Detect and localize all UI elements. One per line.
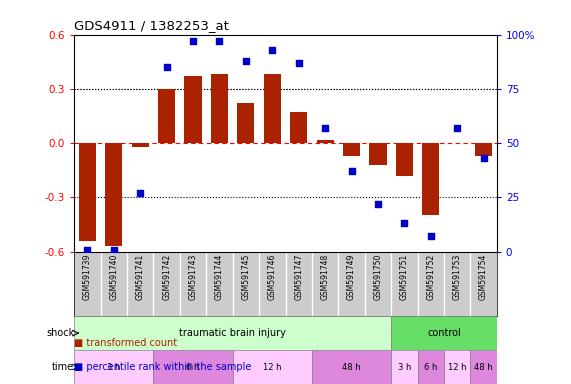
Text: ■ percentile rank within the sample: ■ percentile rank within the sample: [74, 362, 252, 372]
Bar: [316, 139, 333, 143]
Bar: [422, 143, 439, 215]
Bar: [369, 143, 387, 165]
Text: GSM591739: GSM591739: [83, 253, 92, 300]
Text: GSM591744: GSM591744: [215, 253, 224, 300]
Text: GSM591753: GSM591753: [453, 253, 462, 300]
Bar: [158, 89, 175, 143]
Point: [136, 190, 145, 196]
Point: [83, 247, 92, 253]
Bar: [184, 76, 202, 143]
Bar: [290, 113, 307, 143]
Bar: [132, 143, 149, 147]
Bar: [264, 74, 281, 143]
Point: [479, 155, 488, 161]
Bar: [471, 350, 497, 384]
Bar: [79, 143, 96, 241]
Text: 12 h: 12 h: [263, 362, 282, 372]
Bar: [238, 103, 255, 143]
Bar: [105, 143, 122, 246]
Text: 3 h: 3 h: [397, 362, 411, 372]
Text: control: control: [427, 328, 461, 338]
Bar: [74, 350, 154, 384]
Text: GSM591740: GSM591740: [109, 253, 118, 300]
Point: [162, 64, 171, 70]
Bar: [396, 143, 413, 176]
Text: GSM591752: GSM591752: [426, 253, 435, 300]
Text: GSM591750: GSM591750: [373, 253, 383, 300]
Bar: [444, 350, 471, 384]
Text: 3 h: 3 h: [107, 362, 120, 372]
Point: [400, 220, 409, 227]
Point: [347, 168, 356, 174]
Bar: [391, 350, 417, 384]
Bar: [417, 350, 444, 384]
Text: 48 h: 48 h: [475, 362, 493, 372]
Text: 6 h: 6 h: [186, 362, 200, 372]
Bar: [343, 143, 360, 156]
Point: [215, 38, 224, 44]
Text: shock: shock: [46, 328, 74, 338]
Point: [426, 233, 435, 240]
Bar: [391, 316, 497, 350]
Bar: [154, 350, 233, 384]
Text: GDS4911 / 1382253_at: GDS4911 / 1382253_at: [74, 19, 229, 32]
Bar: [211, 74, 228, 143]
Bar: [312, 350, 391, 384]
Text: 12 h: 12 h: [448, 362, 467, 372]
Text: GSM591741: GSM591741: [136, 253, 145, 300]
Text: GSM591745: GSM591745: [242, 253, 251, 300]
Point: [373, 201, 383, 207]
Bar: [74, 316, 391, 350]
Point: [294, 60, 303, 66]
Point: [268, 47, 277, 53]
Text: time: time: [52, 362, 74, 372]
Point: [320, 125, 329, 131]
Point: [242, 58, 251, 64]
Text: GSM591743: GSM591743: [188, 253, 198, 300]
Text: GSM591748: GSM591748: [320, 253, 329, 300]
Text: ■ transformed count: ■ transformed count: [74, 338, 178, 348]
Bar: [233, 350, 312, 384]
Text: GSM591742: GSM591742: [162, 253, 171, 300]
Text: 48 h: 48 h: [342, 362, 361, 372]
Text: traumatic brain injury: traumatic brain injury: [179, 328, 286, 338]
Point: [453, 125, 462, 131]
Bar: [475, 143, 492, 156]
Point: [109, 247, 118, 253]
Text: GSM591754: GSM591754: [479, 253, 488, 300]
Text: GSM591749: GSM591749: [347, 253, 356, 300]
Text: GSM591751: GSM591751: [400, 253, 409, 300]
Text: GSM591746: GSM591746: [268, 253, 277, 300]
Text: GSM591747: GSM591747: [294, 253, 303, 300]
Point: [188, 38, 198, 44]
Text: 6 h: 6 h: [424, 362, 437, 372]
